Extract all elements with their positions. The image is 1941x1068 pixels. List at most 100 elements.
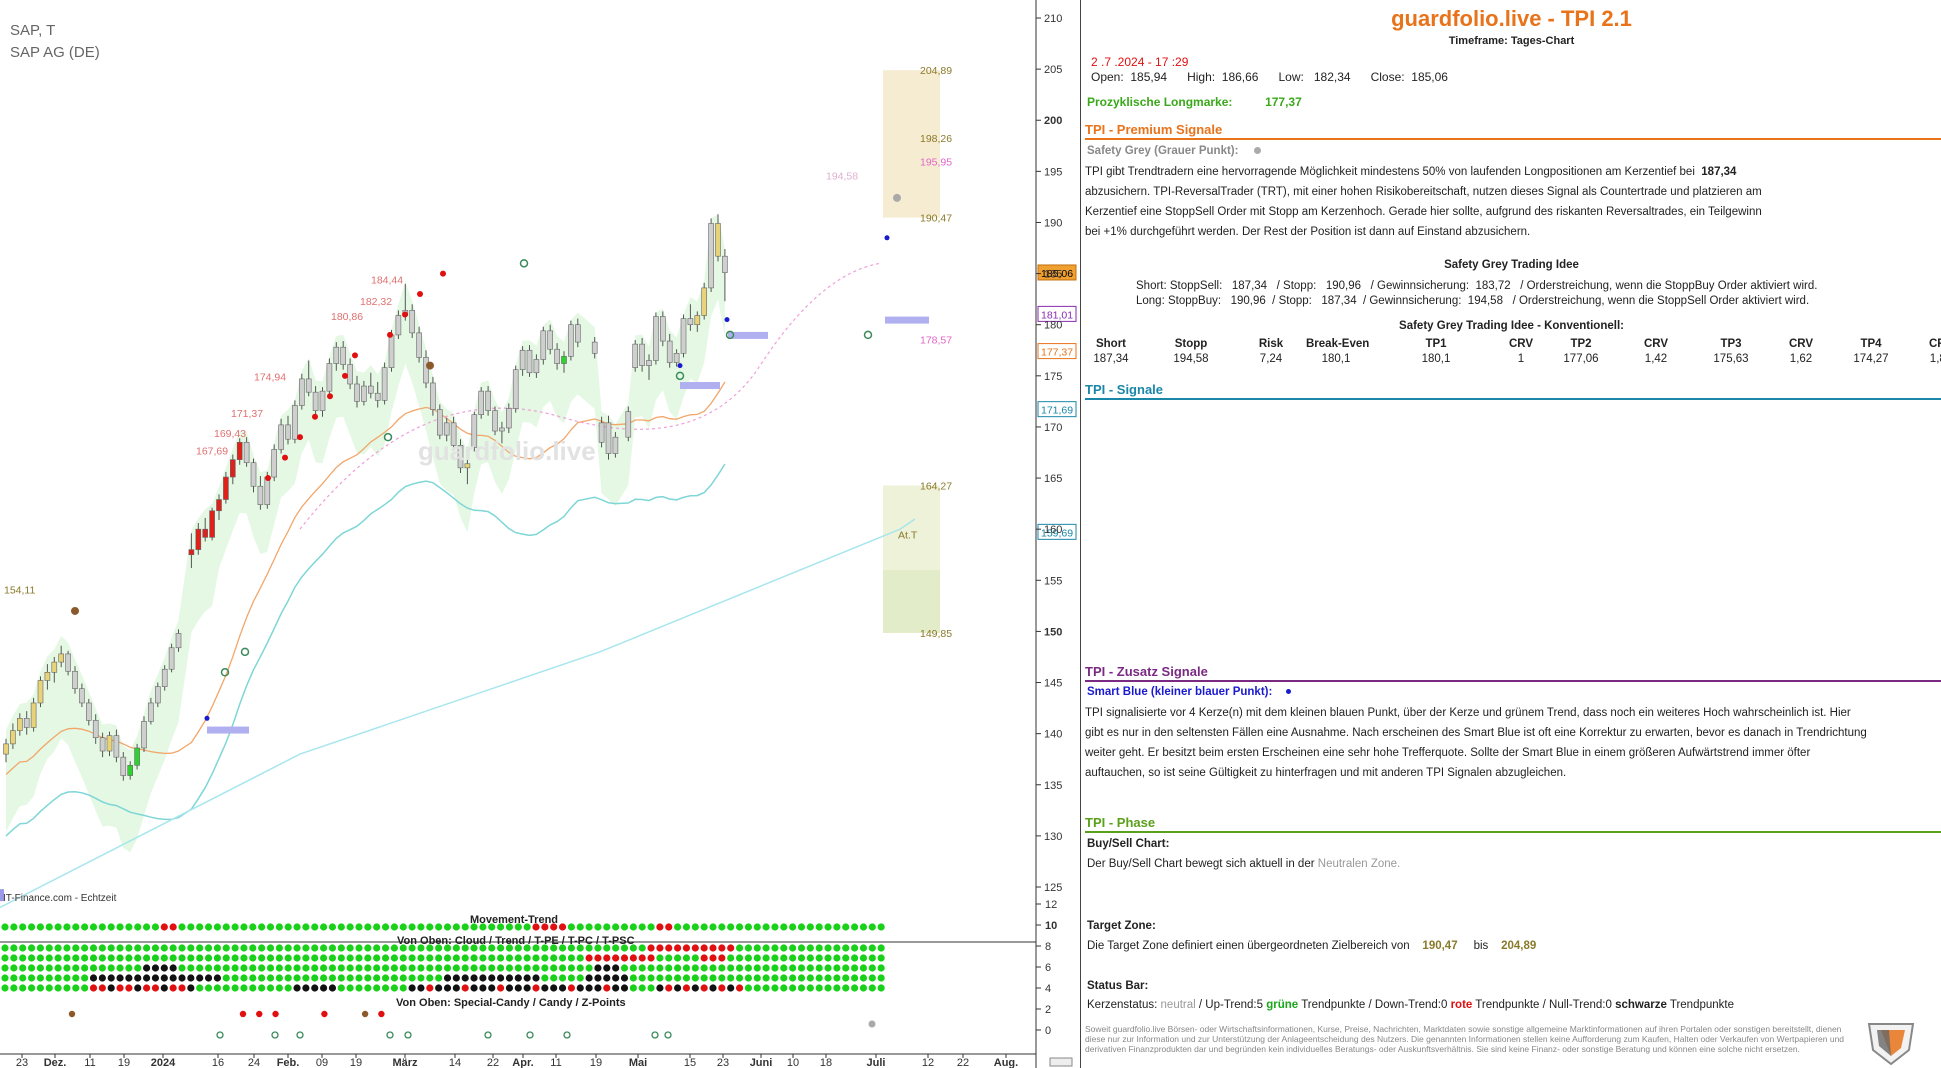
- chart-label: 174,94: [254, 371, 286, 383]
- brown-signal-dot: [426, 361, 434, 370]
- trend-dot: [346, 954, 354, 962]
- candle-body: [148, 702, 154, 722]
- y-tick-label: 175: [1044, 371, 1062, 383]
- chart-area[interactable]: 204,89 198,26 195,95 194,58 190,47 178,57 164,…: [0, 0, 1080, 1068]
- tpsc-dot: [461, 984, 469, 992]
- tpe-dot: [222, 964, 230, 972]
- tpc-dot: [523, 974, 531, 982]
- trend-dot: [532, 954, 540, 962]
- trend-dot: [1, 954, 9, 962]
- tpe-dot: [399, 964, 407, 972]
- trading-idea-title: Safety Grey Trading Idee: [1444, 259, 1579, 271]
- tpsc-dot: [213, 984, 221, 992]
- trend-dot: [204, 954, 213, 962]
- tpc-dot: [320, 974, 328, 982]
- tpc-dot: [780, 974, 788, 982]
- trend-dot: [780, 954, 788, 962]
- tpsc-dot: [169, 984, 177, 992]
- movement-dot: [266, 923, 275, 931]
- status-rote: rote: [1450, 999, 1473, 1011]
- y-tick-label: 130: [1044, 831, 1062, 843]
- smart-blue-text: Smart Blue (kleiner blauer Punkt):: [1087, 686, 1273, 698]
- tpc-dot: [311, 974, 319, 982]
- cloud-dot: [594, 944, 602, 952]
- watermark: guardfolio.live: [418, 436, 596, 466]
- tpe-dot: [514, 964, 522, 972]
- cloud-dot: [302, 944, 310, 952]
- candle-body: [141, 721, 147, 749]
- candle-body: [312, 391, 319, 411]
- candle-body: [195, 528, 202, 550]
- tpsc-dot: [443, 984, 452, 992]
- cloud-dot: [98, 944, 106, 952]
- green-hollow-circle: [863, 330, 873, 340]
- z-point-circle: [484, 1031, 492, 1039]
- trend-dot: [81, 954, 89, 962]
- trend-dot: [178, 954, 186, 962]
- tpc-dot: [426, 974, 434, 982]
- zusatz-section-title: TPI - Zusatz Signale: [1085, 664, 1941, 682]
- tpc-dot: [275, 974, 283, 982]
- trend-dot: [116, 954, 124, 962]
- movement-dot: [275, 923, 283, 931]
- candle-body: [236, 441, 243, 460]
- tpe-dot: [567, 964, 576, 972]
- candle-body: [30, 702, 37, 728]
- tpc-dot: [355, 974, 363, 982]
- candle-body: [326, 363, 333, 392]
- x-tick-label: 11: [84, 1057, 95, 1068]
- cloud-dot: [541, 944, 549, 952]
- trend-dot: [868, 954, 876, 962]
- tpsc-dot: [320, 984, 328, 992]
- candle-body: [568, 324, 574, 357]
- tpe-dot: [337, 964, 345, 972]
- tpe-dot: [275, 964, 283, 972]
- konv-value-cell: 194,58: [1173, 353, 1209, 365]
- tpe-dot: [488, 964, 496, 972]
- tpsc-dot: [293, 984, 301, 992]
- tpe-dot: [505, 964, 514, 972]
- green-hollow-circle: [220, 668, 230, 677]
- tpsc-dot: [381, 984, 390, 992]
- konv-header-cell: TP2: [1570, 338, 1592, 350]
- status-tp3: Trendpunkte: [1669, 999, 1735, 1011]
- movement-dot: [877, 923, 885, 931]
- signal-bar: [207, 726, 249, 734]
- smart-blue-label: Smart Blue (kleiner blauer Punkt):: [1087, 686, 1291, 698]
- cloud-dot: [435, 944, 443, 952]
- tpc-dot: [851, 974, 859, 982]
- movement-dot: [806, 923, 814, 931]
- candle-body: [216, 499, 222, 512]
- open-label: Open:: [1091, 70, 1124, 84]
- ohlc-row: Open: 185,94 High: 186,66 Low: 182,34 Cl…: [1091, 70, 1448, 84]
- tpe-dot: [1, 964, 9, 972]
- trend-dot: [72, 954, 80, 962]
- tpsc-dot: [842, 984, 850, 992]
- safety-grey-text-block: TPI gibt Trendtradern eine hervorragende…: [1085, 162, 1925, 242]
- x-tick-label: Apr.: [512, 1057, 533, 1068]
- candle-body: [694, 315, 701, 326]
- tpe-dot: [461, 964, 469, 972]
- trend-dot: [665, 954, 673, 962]
- tpe-dot: [638, 964, 646, 972]
- candle-body: [51, 661, 58, 673]
- movement-dot: [753, 923, 761, 931]
- candle-body: [659, 316, 666, 342]
- candle-body: [540, 330, 547, 360]
- price-chart[interactable]: 204,89 198,26 195,95 194,58 190,47 178,57 164,…: [0, 0, 1080, 1068]
- red-signal-dot: [327, 393, 333, 400]
- y-tick-label: 180: [1044, 320, 1062, 332]
- trend-dot: [266, 954, 275, 962]
- trend-dot: [249, 954, 257, 962]
- status-row: Kerzenstatus: neutral / Up-Trend:5 grüne…: [1087, 999, 1734, 1011]
- tpsc-dot: [647, 984, 655, 992]
- chart-label: 190,47: [920, 213, 952, 225]
- tpe-dot: [682, 964, 691, 972]
- tpc-dot: [222, 974, 230, 982]
- price-box-label: 177,37: [1041, 347, 1073, 359]
- status-neutral: neutral: [1160, 999, 1196, 1011]
- movement-dot: [718, 923, 726, 931]
- cloud-dot: [328, 944, 337, 952]
- tpsc-dot: [417, 984, 425, 992]
- cloud-dot: [603, 944, 611, 952]
